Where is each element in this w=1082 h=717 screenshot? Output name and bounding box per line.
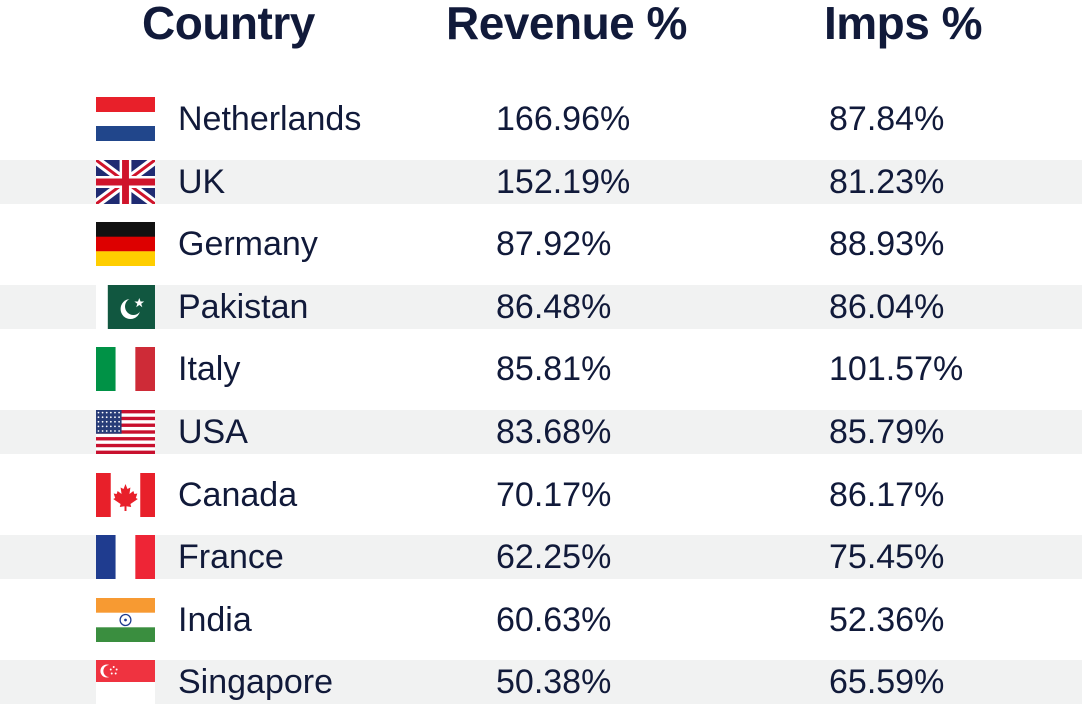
column-header-revenue: Revenue %	[446, 0, 687, 49]
revenue-cell: 60.63%	[496, 601, 612, 639]
revenue-cell: 62.25%	[496, 538, 612, 576]
table-row: Germany 87.92% 88.93%	[0, 222, 1082, 266]
germany-flag-icon	[96, 222, 155, 266]
table-row: Canada 70.17% 86.17%	[0, 473, 1082, 517]
imps-cell: 88.93%	[829, 225, 945, 263]
country-cell: Netherlands	[178, 100, 362, 138]
revenue-cell: 86.48%	[496, 288, 612, 326]
table-row: Netherlands 166.96% 87.84%	[0, 97, 1082, 141]
country-cell: UK	[178, 163, 226, 201]
table-row: France 62.25% 75.45%	[0, 535, 1082, 579]
imps-cell: 81.23%	[829, 163, 945, 201]
revenue-cell: 152.19%	[496, 163, 631, 201]
revenue-cell: 70.17%	[496, 476, 612, 514]
usa-flag-icon	[96, 410, 155, 454]
india-flag-icon	[96, 598, 155, 642]
table-row: Italy 85.81% 101.57%	[0, 347, 1082, 391]
revenue-cell: 50.38%	[496, 663, 612, 701]
italy-flag-icon	[96, 347, 155, 391]
table-row: USA 83.68% 85.79%	[0, 410, 1082, 454]
pakistan-flag-icon	[96, 285, 155, 329]
country-cell: Italy	[178, 350, 241, 388]
imps-cell: 85.79%	[829, 413, 945, 451]
country-cell: France	[178, 538, 284, 576]
revenue-cell: 87.92%	[496, 225, 612, 263]
imps-cell: 101.57%	[829, 350, 964, 388]
country-cell: Singapore	[178, 663, 334, 701]
country-cell: India	[178, 601, 252, 639]
country-cell: USA	[178, 413, 248, 451]
table-row: UK 152.19% 81.23%	[0, 160, 1082, 204]
revenue-cell: 83.68%	[496, 413, 612, 451]
revenue-cell: 85.81%	[496, 350, 612, 388]
table-row: India 60.63% 52.36%	[0, 598, 1082, 642]
table-header: Country Revenue % Imps %	[0, 0, 1082, 60]
singapore-flag-icon	[96, 660, 155, 704]
country-cell: Canada	[178, 476, 298, 514]
imps-cell: 86.04%	[829, 288, 945, 326]
imps-cell: 52.36%	[829, 601, 945, 639]
column-header-imps: Imps %	[824, 0, 983, 49]
revenue-cell: 166.96%	[496, 100, 631, 138]
canada-flag-icon	[96, 473, 155, 517]
uk-flag-icon	[96, 160, 155, 204]
netherlands-flag-icon	[96, 97, 155, 141]
column-header-country: Country	[142, 0, 315, 49]
table-row: Singapore 50.38% 65.59%	[0, 660, 1082, 704]
imps-cell: 75.45%	[829, 538, 945, 576]
country-cell: Germany	[178, 225, 318, 263]
imps-cell: 87.84%	[829, 100, 945, 138]
imps-cell: 86.17%	[829, 476, 945, 514]
table-row: Pakistan 86.48% 86.04%	[0, 285, 1082, 329]
france-flag-icon	[96, 535, 155, 579]
country-cell: Pakistan	[178, 288, 309, 326]
imps-cell: 65.59%	[829, 663, 945, 701]
